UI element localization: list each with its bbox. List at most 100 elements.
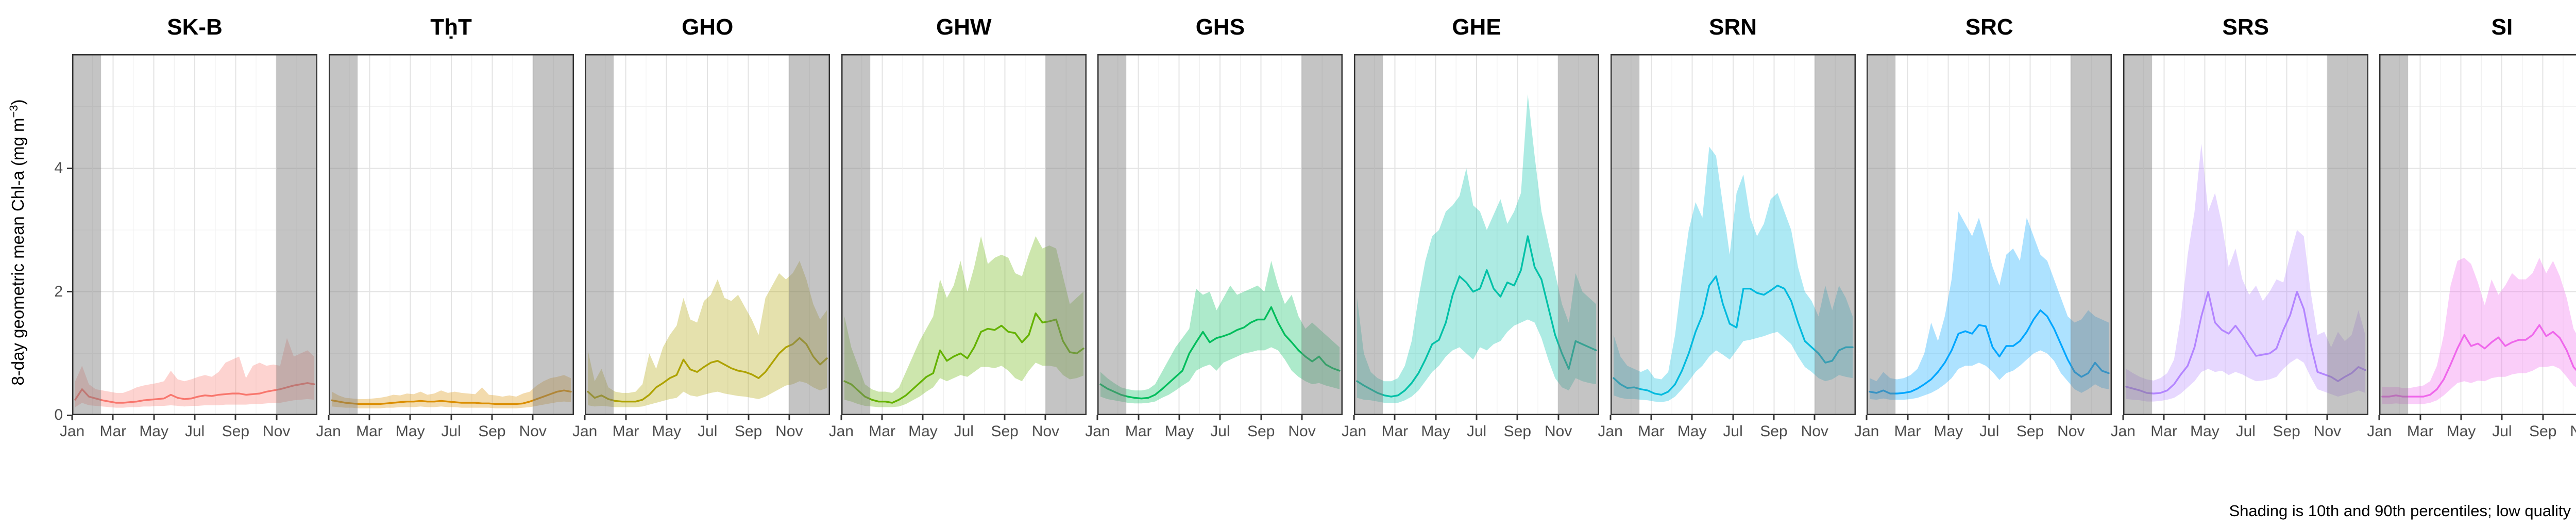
panel-title: SI — [2491, 14, 2513, 40]
percentile-ribbon — [844, 236, 1083, 407]
panel-SRC: SRC Jan Mar May Jul Sep Nov — [1854, 0, 2112, 464]
x-tick-label: Nov — [519, 423, 547, 440]
low-quality-band-right — [1815, 54, 1856, 415]
mean-line — [587, 337, 828, 403]
low-quality-band-left — [2379, 54, 2409, 415]
x-tick-mark — [840, 415, 842, 420]
percentile-ribbon — [2126, 143, 2365, 402]
panel-plot-area — [841, 54, 1087, 415]
panel-border — [1610, 54, 1856, 415]
x-tick-label: Sep — [1247, 423, 1275, 440]
x-tick-mark — [2029, 415, 2031, 420]
x-tick-mark — [2542, 415, 2544, 420]
x-tick-mark — [234, 415, 236, 420]
x-tick-label: Jul — [184, 423, 205, 440]
x-tick-label: May — [2446, 423, 2476, 440]
x-tick-label: Jan — [2367, 423, 2392, 440]
figure-caption: Baseline period: 1998-2020 Dataset: OC-C… — [2229, 462, 2576, 521]
x-tick-label: Jan — [828, 423, 854, 440]
x-tick-mark — [881, 415, 883, 420]
mean-line — [843, 312, 1084, 404]
percentile-ribbon — [1100, 260, 1340, 404]
x-tick-label: May — [1164, 423, 1194, 440]
low-quality-band-right — [533, 54, 574, 415]
x-tick-label: Mar — [1638, 423, 1665, 440]
panel-SRN: SRN Jan Mar May Jul Sep Nov — [1598, 0, 1856, 464]
x-tick-label: Jan — [316, 423, 341, 440]
x-tick-mark — [2378, 415, 2380, 420]
x-tick-mark — [1096, 415, 1098, 420]
x-tick-mark — [1004, 415, 1006, 420]
x-tick-label: Sep — [1503, 423, 1532, 440]
low-quality-band-left — [585, 54, 614, 415]
panel-title: GHS — [1195, 14, 1245, 40]
x-tick-label: May — [1934, 423, 1963, 440]
panel-plot-area — [1354, 54, 1599, 415]
x-tick-label: Nov — [1288, 423, 1316, 440]
percentile-ribbon — [1357, 94, 1596, 403]
caption-dataset: Dataset: OC-CCI 1km POLY4 Chl-a — [2229, 482, 2576, 501]
panel-border — [72, 54, 317, 415]
panel-plot-area — [2379, 54, 2576, 415]
x-tick-label: Mar — [869, 423, 895, 440]
x-tick-label: Nov — [2570, 423, 2576, 440]
panel-SK-B: SK-B Jan Mar May Jul Sep Nov 0 2 4 — [54, 0, 317, 464]
x-tick-mark — [194, 415, 196, 420]
low-quality-band-left — [328, 54, 358, 415]
panel-title: GHW — [936, 14, 992, 40]
percentile-ribbon — [2382, 257, 2576, 404]
panel-title: SRN — [1709, 14, 1757, 40]
x-tick-label: Mar — [1125, 423, 1152, 440]
panel-GHE: GHE Jan Mar May Jul Sep Nov — [1342, 0, 1599, 464]
x-tick-mark — [1138, 415, 1140, 420]
x-tick-label: Sep — [734, 423, 762, 440]
caption-baseline-period: Baseline period: 1998-2020 — [2229, 462, 2576, 482]
panel-title: SRC — [1965, 14, 2013, 40]
x-tick-label: Jul — [441, 423, 461, 440]
mean-line — [2381, 324, 2576, 398]
x-tick-label: Sep — [222, 423, 250, 440]
low-quality-band-right — [1301, 54, 1343, 415]
caption-shading-note: Shading is 10th and 90th percentiles; lo… — [2229, 502, 2576, 520]
x-tick-label: Sep — [1760, 423, 1788, 440]
x-tick-mark — [706, 415, 708, 420]
x-tick-mark — [666, 415, 668, 420]
x-tick-mark — [2070, 415, 2072, 420]
low-quality-band-left — [72, 54, 101, 415]
x-tick-label: May — [1421, 423, 1450, 440]
x-tick-label: Sep — [2529, 423, 2557, 440]
panel-plot-area — [72, 54, 317, 415]
x-tick-label: May — [1677, 423, 1707, 440]
panel-border — [328, 54, 574, 415]
panel-plot-area — [2123, 54, 2368, 415]
x-tick-label: May — [139, 423, 168, 440]
panel-border — [2379, 54, 2576, 415]
x-tick-mark — [153, 415, 155, 420]
panel-title: GHE — [1452, 14, 1501, 40]
x-tick-mark — [1044, 415, 1046, 420]
percentile-ribbon — [1870, 211, 2109, 400]
x-tick-label: Nov — [262, 423, 291, 440]
low-quality-band-left — [2123, 54, 2152, 415]
y-tick-label: 0 — [54, 406, 63, 423]
x-tick-mark — [1773, 415, 1775, 420]
x-tick-label: May — [908, 423, 938, 440]
x-tick-mark — [748, 415, 750, 420]
low-quality-band-right — [1558, 54, 1599, 415]
x-tick-mark — [1947, 415, 1950, 420]
x-tick-mark — [1732, 415, 1734, 420]
x-tick-mark — [963, 415, 965, 420]
x-tick-mark — [1435, 415, 1437, 420]
panel-border — [585, 54, 831, 415]
x-tick-mark — [2245, 415, 2247, 420]
x-tick-label: Sep — [991, 423, 1019, 440]
panel-GHS: GHS Jan Mar May Jul Sep Nov — [1085, 0, 1343, 464]
y-tick-label: 2 — [54, 283, 63, 300]
mean-line — [1612, 275, 1854, 396]
x-tick-label: Nov — [2313, 423, 2342, 440]
x-tick-label: Sep — [2016, 423, 2044, 440]
low-quality-band-right — [789, 54, 831, 415]
low-quality-band-right — [1045, 54, 1087, 415]
